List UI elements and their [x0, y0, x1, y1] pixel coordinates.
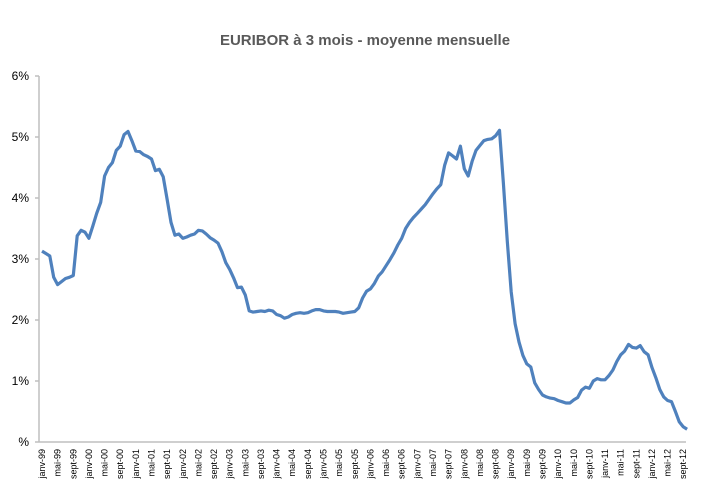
x-tick-label: janv-12	[647, 449, 657, 480]
x-tick-label: janv-10	[553, 449, 563, 480]
x-tick-label: janv-01	[131, 449, 141, 480]
x-tick-label: mai-11	[616, 449, 626, 476]
x-tick-label: janv-08	[459, 449, 469, 480]
x-tick-label: janv-04	[272, 449, 282, 480]
x-tick-label: janv-05	[319, 449, 329, 480]
x-tick-label: janv-00	[84, 449, 94, 480]
x-tick-label: janv-11	[600, 449, 610, 479]
y-tick-label: 4%	[12, 191, 30, 205]
x-tick-label: sept-12	[678, 449, 688, 479]
x-tick-label: mai-05	[334, 449, 344, 477]
x-tick-label: mai-00	[100, 449, 110, 477]
x-tick-label: mai-09	[522, 449, 532, 477]
x-tick-label: janv-99	[37, 449, 47, 480]
x-tick-label: mai-01	[146, 449, 156, 477]
x-tick-label: sept-00	[115, 449, 125, 479]
y-tick-label: 1%	[12, 374, 30, 388]
x-tick-label: janv-02	[178, 449, 188, 480]
x-tick-label: mai-06	[381, 449, 391, 477]
x-tick-label: sept-10	[584, 449, 594, 479]
y-tick-label: 5%	[12, 130, 30, 144]
x-tick-label: sept-99	[68, 449, 78, 479]
x-tick-label: mai-12	[663, 449, 673, 477]
x-tick-label: mai-08	[475, 449, 485, 477]
x-tick-label: mai-10	[569, 449, 579, 477]
x-tick-label: sept-11	[631, 449, 641, 478]
x-tick-label: sept-02	[209, 449, 219, 479]
x-tick-label: mai-07	[428, 449, 438, 477]
series-line-euribor	[41, 128, 688, 431]
x-tick-label: mai-99	[53, 449, 63, 477]
y-tick-label: 6%	[12, 69, 30, 83]
x-tick-label: janv-07	[412, 449, 422, 480]
y-tick-label: 2%	[12, 313, 30, 327]
x-tick-label: sept-01	[162, 449, 172, 479]
x-tick-label: mai-03	[240, 449, 250, 477]
x-tick-label: janv-06	[365, 449, 375, 480]
chart-title: EURIBOR à 3 mois - moyenne mensuelle	[220, 32, 510, 49]
x-tick-label: sept-08	[491, 449, 501, 479]
x-tick-label: mai-02	[193, 449, 203, 477]
x-tick-label: sept-06	[397, 449, 407, 479]
x-tick-label: sept-07	[444, 449, 454, 479]
x-tick-label: sept-05	[350, 449, 360, 479]
y-tick-label: 3%	[12, 252, 30, 266]
x-tick-label: janv-03	[225, 449, 235, 480]
x-tick-label: sept-03	[256, 449, 266, 479]
x-tick-label: mai-04	[287, 449, 297, 477]
y-tick-label: %	[18, 435, 29, 449]
x-tick-label: sept-04	[303, 449, 313, 479]
x-tick-label: sept-09	[537, 449, 547, 479]
x-tick-label: janv-09	[506, 449, 516, 480]
